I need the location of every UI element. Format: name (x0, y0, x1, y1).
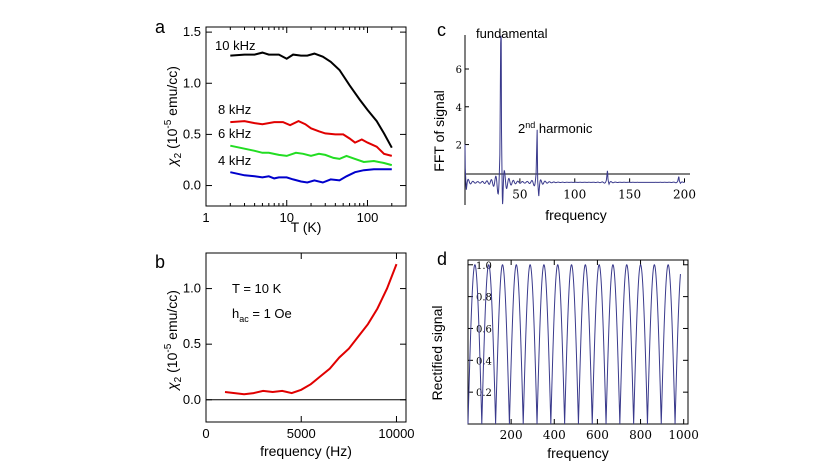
panel-d-ytick-label: 0.8 (476, 293, 492, 304)
panel-b-ylabel: χ2 (10-5 emu/cc) (163, 290, 184, 392)
panel-b-series (224, 263, 398, 396)
series-line (230, 119, 393, 157)
panel-b-xtick-label: 10000 (378, 426, 414, 441)
panel-c-ytick-label: 4 (456, 103, 462, 114)
panel-a-series (230, 51, 393, 184)
panel-a-ytick-label: 1.0 (183, 75, 201, 90)
panel-a-ylabel-chi: χ (164, 158, 180, 168)
panel-a-frame (205, 26, 407, 207)
panel-d-ticks: 200 400 600 800 10000.20.40.60.81.0 (468, 260, 699, 442)
panel-d-xlabel: frequency (547, 445, 608, 461)
panel-c-fundamental-label: fundamental (476, 26, 548, 41)
panel-b-ylabel-sub: 2 (173, 376, 184, 382)
panel-b-xtick-label: 5000 (287, 426, 316, 441)
panel-d-xtick-label: 200 (500, 428, 523, 442)
panel-b-ytick-label: 0.0 (183, 392, 201, 407)
panel-a-ytick-label: 0.0 (183, 178, 201, 193)
panel-a-xtick-label: 1 (202, 210, 209, 225)
panel-b-ytick-label: 0.5 (183, 336, 201, 351)
panel-c-ticks: 50 100 150 200 2 4 6 (456, 65, 696, 201)
panel-c-ytick-label: 2 (456, 141, 462, 152)
legend-10khz: 10 kHz (215, 38, 255, 53)
panel-a-xlabel: T (K) (291, 219, 322, 235)
panel-a-ticks: 1 10 100 0.0 0.5 1.0 1.5 (183, 24, 407, 225)
series-line (230, 168, 392, 184)
panel-b-ticks: 0 5000 10000 0.0 0.5 1.0 (183, 253, 415, 441)
panel-a-xtick-label: 100 (357, 210, 379, 225)
panel-c-xlabel: frequency (545, 207, 606, 223)
panel-b-ylabel-rest: (10 (164, 352, 180, 376)
panel-b-annotation-field: hac = 1 Oe (232, 306, 292, 324)
panel-c-xtick-label: 100 (563, 187, 586, 201)
panel-d-ytick-label: 1.0 (476, 261, 492, 272)
panel-b-ylabel-chi: χ (164, 382, 180, 392)
panel-d-chart: 200 400 600 800 10000.20.40.60.81.0 frequenc… (429, 259, 699, 461)
panel-a-ylabel-exp: -5 (163, 119, 174, 128)
panel-b-ylabel-exp: -5 (163, 343, 174, 352)
panel-d-xtick-label: 800 (629, 428, 652, 442)
panel-label-c: c (437, 20, 446, 40)
series-line (230, 144, 393, 167)
panel-label-b: b (155, 252, 165, 272)
panel-a-ylabel: χ2 (10-5 emu/cc) (163, 66, 184, 168)
panel-b-ylabel-end: emu/cc) (164, 290, 180, 344)
panel-b-annotation-h: h (232, 306, 239, 321)
series-line (224, 263, 398, 396)
panel-c-harmonic-num: 2 (518, 121, 525, 136)
panel-d-ytick-label: 0.2 (476, 388, 492, 399)
panel-a-ytick-label: 1.5 (183, 24, 201, 39)
panel-c-harmonic-sup: nd (525, 120, 535, 130)
panel-b-annotation-rest: = 1 Oe (249, 306, 292, 321)
panel-b-annotation-sub: ac (239, 314, 249, 324)
panel-d-xtick-label: 400 (543, 428, 566, 442)
panel-c-ylabel: FFT of signal (431, 90, 447, 171)
panel-d-rectified-line (467, 264, 681, 425)
panel-b-annotation-temp: T = 10 K (232, 281, 282, 296)
panel-a-ylabel-rest: (10 (164, 128, 180, 152)
legend-4khz: 4 kHz (218, 153, 251, 168)
panel-a-xtick-label: 10 (280, 210, 294, 225)
panel-d-xtick-label: 600 (586, 428, 609, 442)
panel-c-harmonic-rest: harmonic (535, 121, 593, 136)
panel-c-xtick-label: 50 (512, 187, 527, 201)
panel-b-ytick-label: 1.0 (183, 281, 201, 296)
panel-a-ylabel-sub: 2 (173, 152, 184, 158)
panel-c-fft-line (464, 35, 685, 205)
panel-b-xlabel: frequency (Hz) (260, 443, 352, 459)
panel-c-xtick-label: 200 (673, 187, 696, 201)
panel-c-xtick-label: 150 (618, 187, 641, 201)
panel-d-ylabel: Rectified signal (429, 306, 445, 401)
legend-8khz: 8 kHz (218, 102, 251, 117)
panel-a-ylabel-end: emu/cc) (164, 66, 180, 120)
panel-a-ytick-label: 0.5 (183, 126, 201, 141)
panel-a-chart: 1 10 100 0.0 0.5 1.0 1.5 10 kHz 8 kHz 6 kHz 4 … (163, 24, 407, 235)
series-line (230, 51, 393, 149)
panel-label-a: a (155, 17, 166, 37)
panel-b-frame (205, 252, 407, 423)
legend-6khz: 6 kHz (218, 126, 251, 141)
panel-c-ytick-label: 6 (456, 65, 462, 76)
panel-d-ytick-label: 0.6 (476, 324, 492, 335)
panel-c-harmonic-label: 2nd harmonic (518, 120, 593, 136)
panel-d-xtick-label: 1000 (668, 428, 699, 442)
panel-b-xtick-label: 0 (202, 426, 209, 441)
panel-label-d: d (437, 249, 447, 269)
